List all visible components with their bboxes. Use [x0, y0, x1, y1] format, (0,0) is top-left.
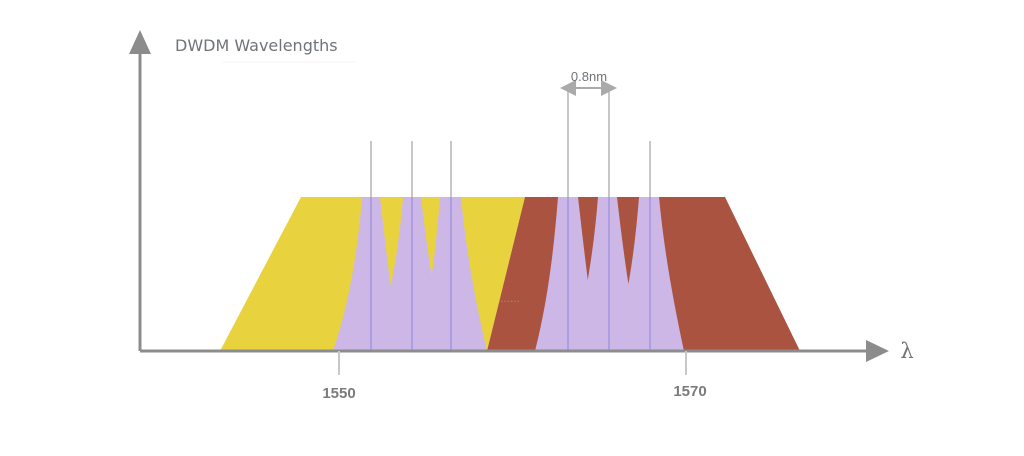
tick-label-1550: 1550 [322, 385, 355, 402]
channel-ellipsis: ...... [500, 291, 520, 305]
channel-group-right [535, 197, 684, 351]
diagram-title: DWDM Wavelengths [175, 36, 338, 55]
x-axis-label: λ [900, 339, 913, 363]
channel-peak [333, 197, 400, 351]
channel-spacing-label: 0.8nm [571, 69, 607, 84]
tick-label-1570: 1570 [673, 383, 706, 400]
x-axis-arrow-icon [866, 340, 889, 362]
y-axis-arrow-icon [129, 30, 151, 54]
channel-group-left [333, 197, 487, 351]
channel-center-lines [370, 197, 651, 351]
channel-peak [417, 197, 487, 351]
wavelength-markers [370, 88, 651, 197]
channel-peak [613, 197, 684, 351]
